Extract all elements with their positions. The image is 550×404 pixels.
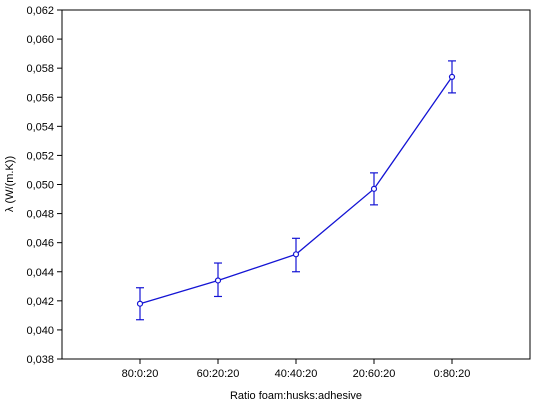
plot-frame (61, 9, 531, 360)
y-tick-label: 0,046 (26, 238, 54, 250)
data-series (136, 60, 456, 321)
x-axis-title: Ratio foam:husks:adhesive (230, 390, 362, 402)
y-tick-label: 0,060 (26, 34, 54, 46)
y-tick-label: 0,050 (26, 180, 54, 192)
data-point (292, 251, 300, 258)
y-tick-label: 0,042 (26, 296, 54, 308)
y-tick-label: 0,058 (26, 63, 54, 75)
x-axis: 80:0:20 60:20:20 40:40:20 20:60:20 0:80:20 (122, 359, 471, 380)
y-tick-label: 0,040 (26, 325, 54, 337)
y-tick-label: 0,054 (26, 121, 54, 133)
data-point (370, 185, 378, 192)
y-tick-label: 0,048 (26, 209, 54, 221)
data-point (448, 73, 456, 80)
y-tick-label: 0,062 (26, 5, 54, 17)
y-tick-label: 0,044 (26, 267, 54, 279)
y-tick-label: 0,038 (26, 354, 54, 366)
data-point (136, 300, 144, 307)
x-tick-label: 40:40:20 (275, 368, 318, 380)
y-axis: 0,038 0,040 0,042 0,044 0,046 0,048 0,050 0,052… (26, 5, 62, 366)
data-point (214, 277, 222, 284)
y-axis-title: λ (W/(m.K)) (4, 156, 16, 212)
y-tick-label: 0,052 (26, 150, 54, 162)
y-tick-label: 0,056 (26, 92, 54, 104)
x-tick-label: 80:0:20 (122, 368, 159, 380)
x-tick-label: 20:60:20 (353, 368, 396, 380)
x-tick-label: 60:20:20 (197, 368, 240, 380)
x-tick-label: 0:80:20 (434, 368, 471, 380)
